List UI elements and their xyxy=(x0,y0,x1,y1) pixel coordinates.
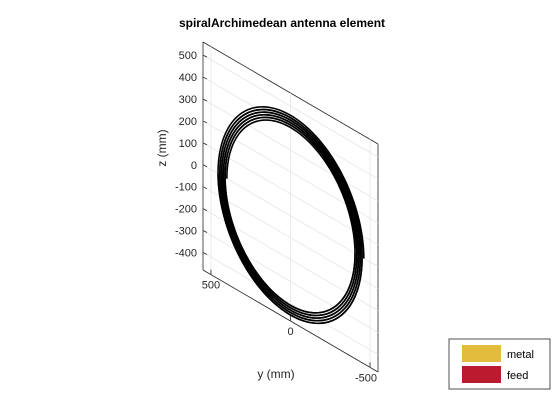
z-tick-label: 100 xyxy=(179,138,197,150)
legend-label-metal: metal xyxy=(507,349,534,361)
z-tick-mark xyxy=(202,120,208,124)
z-tick-mark xyxy=(202,142,208,146)
z-tick-mark xyxy=(202,252,208,255)
legend-swatch-feed xyxy=(462,366,501,383)
z-tick-mark xyxy=(202,98,208,102)
legend-label-feed: feed xyxy=(507,370,528,382)
legend-swatch-metal xyxy=(462,345,501,362)
y-axis-ticks: 500 0 -500 xyxy=(202,269,377,384)
z-tick-mark xyxy=(202,164,208,168)
spiral-metal-trace xyxy=(217,106,365,325)
z-tick-mark xyxy=(202,54,208,58)
z-tick-label: -300 xyxy=(175,226,197,238)
z-tick-mark xyxy=(202,186,208,190)
z-tick-label: -400 xyxy=(175,247,197,259)
y-tick-label: 500 xyxy=(202,280,220,292)
z-tick-mark xyxy=(202,208,208,211)
z-tick-mark xyxy=(202,76,208,80)
y-tick-label: -500 xyxy=(355,372,377,384)
z-tick-label: 300 xyxy=(179,94,197,106)
y-axis-label: y (mm) xyxy=(257,367,294,381)
z-tick-label: 0 xyxy=(191,160,197,172)
z-tick-label: -200 xyxy=(175,204,197,216)
z-tick-label: 400 xyxy=(179,72,197,84)
z-tick-mark xyxy=(202,230,208,233)
spiral-arm-2 xyxy=(217,106,365,325)
legend: metal feed xyxy=(448,338,551,390)
z-axis-label: z (mm) xyxy=(155,129,169,166)
z-tick-label: 200 xyxy=(179,116,197,128)
z-axis-ticks: 500 400 300 200 100 0 -100 -200 -300 -400 xyxy=(175,50,208,259)
chart-title: spiralArchimedean antenna element xyxy=(179,16,385,30)
z-tick-label: -100 xyxy=(175,182,197,194)
y-tick-label: 0 xyxy=(287,326,293,338)
z-tick-label: 500 xyxy=(179,50,197,62)
